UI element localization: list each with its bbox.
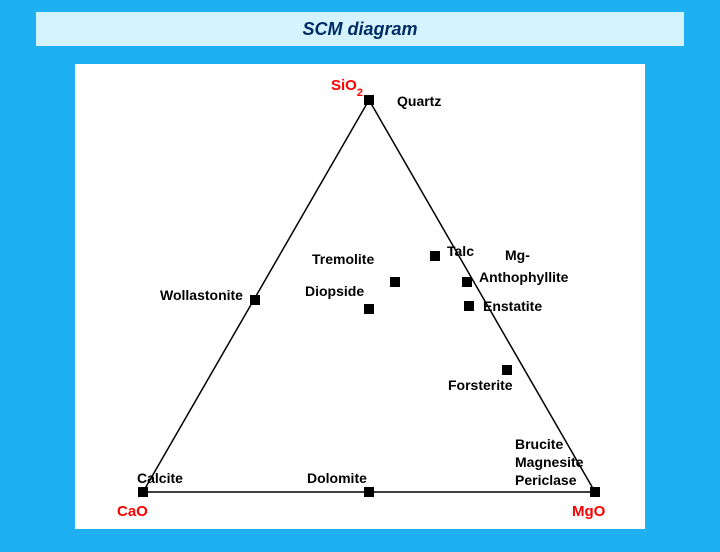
- mineral-label-diopside: Diopside: [305, 283, 364, 299]
- title-text: SCM diagram: [302, 19, 417, 40]
- mineral-marker-calcite: [138, 487, 148, 497]
- mineral-label-periclase: Periclase: [515, 472, 577, 488]
- mineral-label-wollastonite: Wollastonite: [160, 287, 243, 303]
- mineral-label-talc: Talc: [447, 243, 474, 259]
- vertex-label-CaO: CaO: [117, 503, 148, 520]
- mineral-label-mg-: Mg-: [505, 247, 530, 263]
- mineral-label-brucite: Brucite: [515, 436, 563, 452]
- mineral-label-magnesite: Magnesite: [515, 454, 584, 470]
- mineral-marker-wollastonite: [250, 295, 260, 305]
- mineral-marker-dolomite: [364, 487, 374, 497]
- mineral-marker-tremolite: [390, 277, 400, 287]
- mineral-label-enstatite: Enstatite: [483, 298, 542, 314]
- mineral-label-dolomite: Dolomite: [307, 470, 367, 486]
- ternary-svg: SiO2 CaO MgO Quartz Talc Mg- Anthophyllite Trem…: [75, 64, 645, 529]
- mineral-marker-quartz: [364, 95, 374, 105]
- mineral-label-forsterite: Forsterite: [448, 377, 513, 393]
- mineral-marker-enstatite: [464, 301, 474, 311]
- vertex-label-MgO: MgO: [572, 503, 606, 520]
- page-title: SCM diagram: [36, 12, 684, 46]
- mineral-label-calcite: Calcite: [137, 470, 183, 486]
- mineral-label-quartz: Quartz: [397, 93, 441, 109]
- mineral-marker-diopside: [364, 304, 374, 314]
- mineral-marker-periclase: [590, 487, 600, 497]
- mineral-marker-forsterite: [502, 365, 512, 375]
- mineral-label-tremolite: Tremolite: [312, 251, 374, 267]
- vertex-label-SiO2: SiO2: [331, 77, 363, 99]
- mineral-marker-anthophyllite: [462, 277, 472, 287]
- mineral-label-anthophyllite: Anthophyllite: [479, 269, 569, 285]
- ternary-diagram-canvas: SiO2 CaO MgO Quartz Talc Mg- Anthophyllite Trem…: [75, 64, 645, 529]
- mineral-marker-talc: [430, 251, 440, 261]
